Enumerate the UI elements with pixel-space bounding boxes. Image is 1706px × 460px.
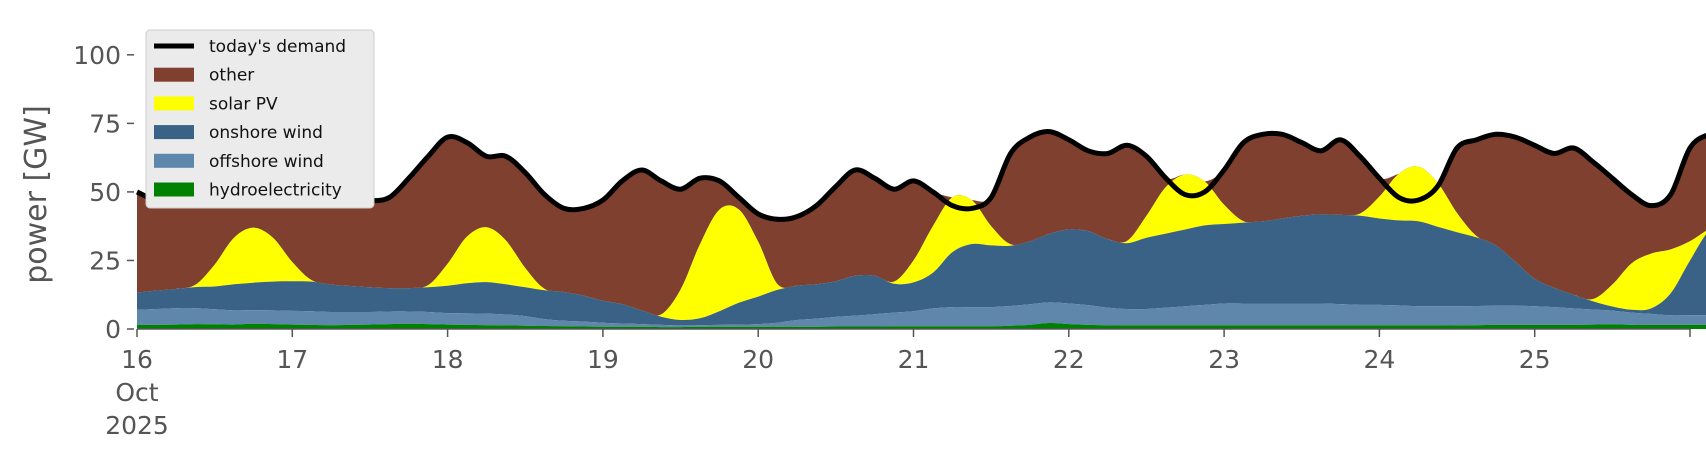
legend-swatch <box>154 153 194 168</box>
x-tick-label: 24 <box>1363 345 1395 374</box>
legend-label: today's demand <box>209 37 346 57</box>
area-onshore-wind <box>137 214 1706 326</box>
y-tick-label: 25 <box>89 246 121 275</box>
axes: 0 25 50 75 100 16 Oct 2025 17 18 19 20 21 22 23 24 25 <box>73 41 1691 440</box>
area-hydroelectricity <box>137 322 1706 329</box>
y-tick-label: 50 <box>89 178 121 207</box>
x-tick-label: 25 <box>1519 345 1551 374</box>
legend-swatch <box>154 96 194 111</box>
legend-box <box>145 29 375 209</box>
legend-swatch <box>154 182 194 197</box>
x-tick-label: 22 <box>1053 345 1085 374</box>
area-solar-pv <box>137 166 1706 321</box>
x-tick-label-year: 2025 <box>105 411 169 440</box>
x-tick-label: 18 <box>432 345 464 374</box>
legend-label: other <box>209 66 254 86</box>
legend-swatch <box>154 67 194 82</box>
x-tick-label-month: Oct <box>115 378 158 407</box>
y-tick-label: 75 <box>89 109 121 138</box>
x-tick-label: 21 <box>898 345 930 374</box>
x-tick-label: 23 <box>1208 345 1240 374</box>
x-tick-label: 20 <box>742 345 774 374</box>
legend-label: hydroelectricity <box>209 181 342 201</box>
legend-swatch <box>154 125 194 140</box>
area-offshore-wind <box>137 302 1706 328</box>
y-tick-label: 0 <box>105 315 121 344</box>
x-tick-label: 17 <box>276 345 308 374</box>
legend: today's demand other solar PV onshore wind o… <box>145 29 375 209</box>
x-tick-label: 16 <box>121 345 153 374</box>
legend-label: offshore wind <box>209 152 324 172</box>
demand-line <box>135 129 1706 222</box>
legend-label: solar PV <box>209 94 278 114</box>
x-tick-label: 19 <box>587 345 619 374</box>
legend-label: onshore wind <box>209 123 323 143</box>
y-axis-label: power [GW] <box>19 105 54 284</box>
y-tick-label: 100 <box>73 41 121 70</box>
